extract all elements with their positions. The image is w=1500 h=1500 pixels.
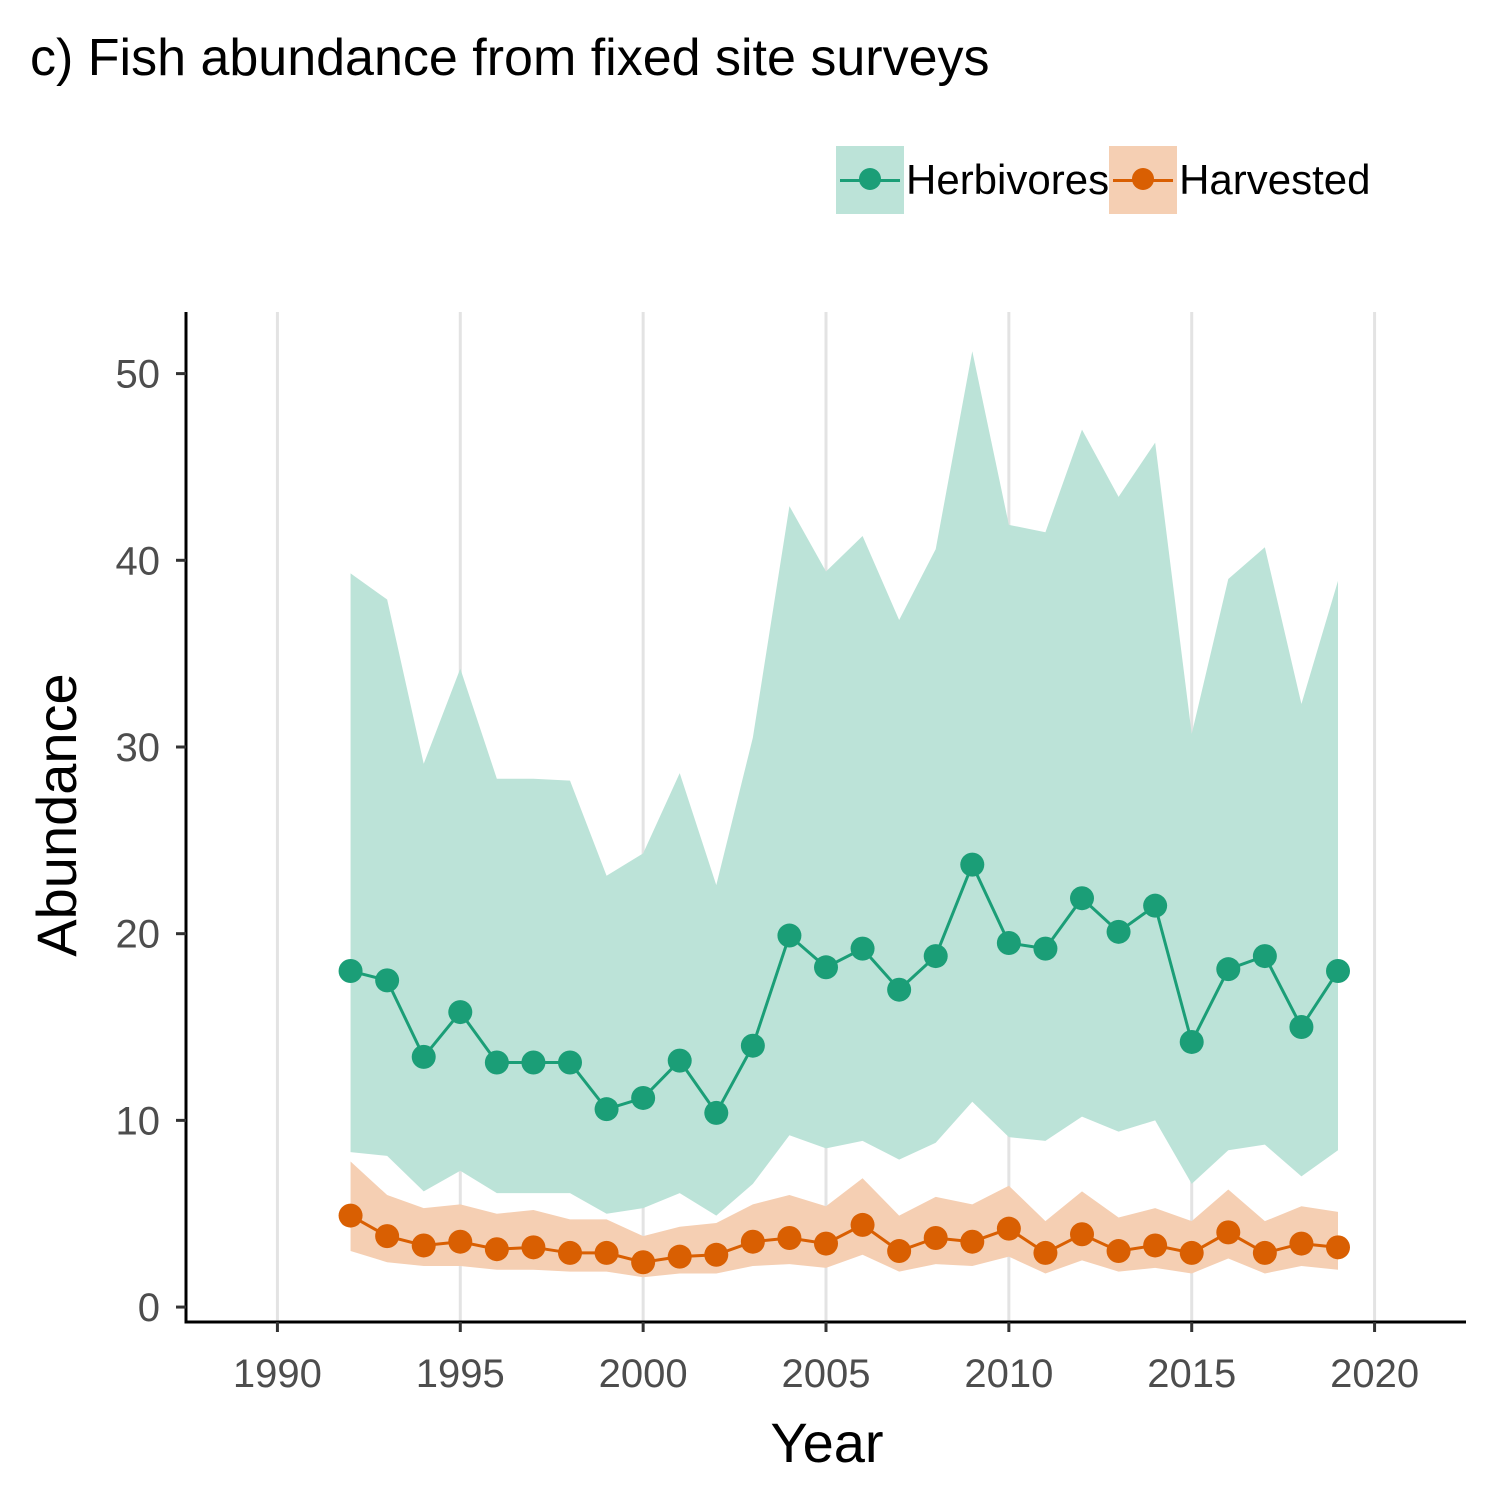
point-harvested-1996 <box>484 1237 509 1262</box>
point-herbivores-2009 <box>960 852 985 877</box>
point-herbivores-2000 <box>631 1085 656 1110</box>
point-herbivores-2018 <box>1289 1015 1314 1040</box>
point-harvested-1992 <box>338 1203 363 1228</box>
point-harvested-2009 <box>960 1229 985 1254</box>
x-tick-label-2005: 2005 <box>782 1352 871 1396</box>
point-herbivores-2010 <box>996 931 1021 956</box>
y-tick-label-40: 40 <box>116 539 161 583</box>
point-harvested-1995 <box>448 1229 473 1254</box>
point-herbivores-2004 <box>777 923 802 948</box>
legend-key-harvested <box>1109 146 1178 214</box>
band-herbivores <box>350 351 1339 1216</box>
point-herbivores-2005 <box>814 955 838 980</box>
point-harvested-2019 <box>1326 1235 1350 1260</box>
series-points <box>338 852 1350 1275</box>
point-harvested-2017 <box>1252 1240 1277 1265</box>
point-herbivores-1995 <box>448 1000 473 1025</box>
confidence-bands <box>350 351 1339 1278</box>
legend-item-harvested: Harvested <box>1109 146 1371 214</box>
point-harvested-2002 <box>704 1242 729 1267</box>
line-herbivores <box>350 860 1340 1116</box>
line-harvested <box>349 1214 1339 1264</box>
legend-label-herbivores: Herbivores <box>906 156 1110 203</box>
point-herbivores-2008 <box>923 944 948 969</box>
point-harvested-2003 <box>740 1229 765 1254</box>
x-tick-label-1995: 1995 <box>416 1352 505 1396</box>
point-harvested-1998 <box>558 1240 582 1265</box>
point-harvested-2018 <box>1289 1231 1314 1256</box>
y-tick-label-30: 30 <box>116 726 161 770</box>
point-harvested-2015 <box>1179 1240 1204 1265</box>
point-harvested-1993 <box>375 1224 400 1249</box>
point-harvested-2000 <box>631 1250 656 1275</box>
point-harvested-2010 <box>996 1216 1021 1241</box>
x-tick-label-2000: 2000 <box>599 1352 688 1396</box>
point-herbivores-2003 <box>740 1033 765 1058</box>
point-harvested-2004 <box>777 1225 802 1250</box>
point-harvested-1997 <box>521 1235 546 1260</box>
point-herbivores-1996 <box>484 1050 509 1075</box>
point-herbivores-1994 <box>411 1044 436 1069</box>
point-herbivores-2002 <box>704 1100 729 1125</box>
point-harvested-2013 <box>1106 1239 1131 1264</box>
point-herbivores-1993 <box>375 968 400 993</box>
x-tick-label-2015: 2015 <box>1147 1352 1236 1396</box>
y-tick-label-20: 20 <box>116 913 161 957</box>
point-herbivores-1999 <box>594 1097 619 1122</box>
legend-label-harvested: Harvested <box>1179 156 1371 203</box>
point-herbivores-1998 <box>558 1050 582 1075</box>
point-herbivores-2012 <box>1070 886 1094 911</box>
legend-item-herbivores: Herbivores <box>836 146 1109 214</box>
point-herbivores-2006 <box>850 936 875 961</box>
point-herbivores-2007 <box>887 977 912 1002</box>
point-harvested-2005 <box>814 1231 838 1256</box>
point-harvested-2011 <box>1033 1240 1058 1265</box>
y-tick-label-10: 10 <box>116 1099 161 1143</box>
legend-dot-harvested <box>1132 168 1155 190</box>
point-herbivores-2014 <box>1143 893 1168 918</box>
point-herbivores-2011 <box>1033 936 1058 961</box>
point-herbivores-2019 <box>1326 959 1350 984</box>
y-tick-label-50: 50 <box>116 353 161 397</box>
point-harvested-2007 <box>887 1239 912 1264</box>
point-harvested-2012 <box>1070 1222 1094 1247</box>
point-harvested-1994 <box>411 1233 436 1258</box>
y-tick-label-0: 0 <box>138 1286 160 1330</box>
point-harvested-2001 <box>667 1244 692 1269</box>
point-herbivores-1992 <box>338 959 363 984</box>
y-axis-title: Abundance <box>25 673 88 956</box>
x-tick-label-2010: 2010 <box>964 1352 1053 1396</box>
point-herbivores-2017 <box>1252 944 1277 969</box>
point-harvested-1999 <box>594 1240 619 1265</box>
chart-title: c) Fish abundance from fixed site survey… <box>30 29 990 87</box>
point-herbivores-1997 <box>521 1050 546 1075</box>
x-axis-title: Year <box>770 1411 883 1474</box>
point-herbivores-2016 <box>1216 957 1241 982</box>
x-tick-label-1990: 1990 <box>233 1352 322 1396</box>
point-harvested-2008 <box>923 1225 948 1250</box>
legend: Herbivores Harvested <box>836 146 1371 214</box>
point-herbivores-2001 <box>667 1048 692 1073</box>
series-lines <box>349 860 1340 1264</box>
point-herbivores-2015 <box>1179 1029 1204 1054</box>
point-harvested-2006 <box>850 1212 875 1237</box>
legend-key-herbivores <box>836 146 904 214</box>
point-harvested-2016 <box>1216 1220 1241 1245</box>
point-harvested-2014 <box>1143 1233 1168 1258</box>
point-herbivores-2013 <box>1106 919 1131 944</box>
x-tick-label-2020: 2020 <box>1330 1352 1419 1396</box>
axes: 1990 1995 2000 2005 2010 2015 2020 0 10 20 30 40 50 <box>116 312 1466 1396</box>
legend-dot-herbivores <box>859 168 881 190</box>
